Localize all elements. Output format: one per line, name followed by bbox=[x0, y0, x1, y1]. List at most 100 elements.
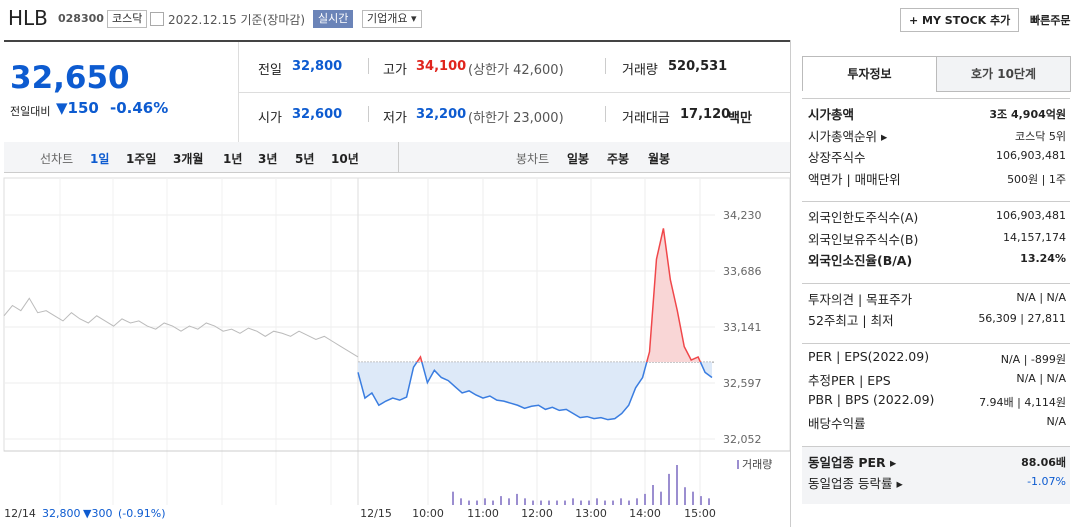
volume-bar bbox=[556, 500, 558, 505]
volume-bar bbox=[692, 491, 694, 505]
panel-label: 동일업종 등락률 ▸ bbox=[808, 476, 903, 491]
tab[interactable]: 10년 bbox=[331, 152, 359, 166]
panel-value: 500원 | 1주 bbox=[1007, 172, 1066, 186]
volume-bar bbox=[516, 493, 518, 505]
divider bbox=[398, 142, 399, 172]
quote-sub: (상한가 42,600) bbox=[468, 63, 564, 78]
tab[interactable]: 5년 bbox=[295, 152, 315, 166]
tab[interactable]: 1년 bbox=[223, 152, 243, 166]
volume-bar bbox=[524, 498, 526, 505]
line-above bbox=[416, 228, 702, 363]
panel-value: 코스닥 5위 bbox=[1015, 129, 1066, 143]
tab[interactable]: 1주일 bbox=[126, 152, 157, 166]
x-tick-label: 15:00 bbox=[684, 507, 716, 520]
volume-bar bbox=[500, 496, 502, 505]
panel-label: 외국인한도주식수(A) bbox=[808, 210, 919, 225]
y-tick-label: 34,230 bbox=[723, 209, 762, 222]
quote-label: 거래대금 bbox=[622, 111, 670, 126]
line-below bbox=[357, 362, 713, 421]
panel-label: 동일업종 PER ▸ bbox=[808, 454, 897, 470]
volume-bar bbox=[652, 485, 654, 505]
volume-bar bbox=[596, 498, 598, 505]
quote-unit: 백만 bbox=[728, 111, 752, 126]
volume-bar bbox=[548, 500, 550, 505]
date: 2022.12.15 기준(장마감) bbox=[168, 13, 306, 27]
volume-bar bbox=[508, 498, 510, 505]
volume-bar bbox=[452, 491, 454, 505]
quote-value: 17,120 bbox=[680, 107, 731, 122]
tab[interactable]: 3년 bbox=[258, 152, 278, 166]
panel-value: 14,157,174 bbox=[1003, 230, 1066, 244]
previous-line bbox=[3, 297, 359, 358]
current-price: 32,650 bbox=[10, 60, 130, 96]
volume-bar bbox=[676, 465, 678, 505]
y-tick-label: 32,052 bbox=[723, 433, 762, 446]
volume-bar bbox=[476, 500, 478, 505]
quote-value: 34,100 bbox=[416, 59, 467, 74]
x-tick-label: 12:00 bbox=[521, 507, 553, 520]
panel-group bbox=[802, 445, 1070, 504]
divider bbox=[239, 92, 790, 93]
change: ▼150 bbox=[56, 99, 99, 117]
volume-legend-swatch bbox=[737, 460, 739, 469]
panel-label: PBR | BPS (2022.09) bbox=[808, 391, 935, 407]
divider bbox=[238, 42, 239, 142]
volume-bar bbox=[684, 487, 686, 505]
chart: 34,230 33,686 33,141 32,597 32,052 12/14 12/15… bbox=[3, 177, 790, 520]
panel-value: N/A | -899원 bbox=[1000, 352, 1066, 366]
realtime[interactable]: 실시간 bbox=[313, 10, 354, 28]
volume-bar bbox=[540, 500, 542, 505]
volume-bar bbox=[492, 500, 494, 505]
volume-bar bbox=[636, 498, 638, 505]
divider bbox=[368, 106, 369, 122]
panel-tab[interactable]: 투자정보 bbox=[802, 56, 937, 91]
mystock-button[interactable]: + MY STOCK 추가 bbox=[900, 8, 1020, 32]
panel-value: N/A | N/A bbox=[1016, 290, 1066, 304]
panel-label: 상장주식수 bbox=[808, 150, 866, 165]
panel-group bbox=[802, 98, 1070, 199]
panel-value: -1.07% bbox=[1027, 475, 1066, 488]
change-label: 전일대비 bbox=[10, 105, 51, 118]
volume-bar bbox=[668, 473, 670, 505]
volume-bar bbox=[628, 500, 630, 505]
panel-tab[interactable]: 호가 10단계 bbox=[936, 56, 1071, 92]
volume-bar bbox=[708, 498, 710, 505]
tab[interactable]: 주봉 bbox=[607, 152, 630, 166]
panel-label: 추정PER | EPS bbox=[808, 373, 891, 388]
tab-label: 봉차트 bbox=[516, 152, 550, 166]
panel-label: 외국인소진율(B/A) bbox=[808, 253, 913, 268]
panel-value: 56,309 | 27,811 bbox=[978, 312, 1066, 325]
quote-value: 32,600 bbox=[292, 107, 343, 122]
volume-bar bbox=[660, 491, 662, 505]
volume-bar bbox=[460, 498, 462, 505]
panel-value: 7.94배 | 4,114원 bbox=[979, 395, 1066, 409]
volume-bar bbox=[644, 493, 646, 505]
panel-value: 106,903,481 bbox=[996, 149, 1066, 162]
tab[interactable]: 월봉 bbox=[648, 152, 671, 166]
quote-sub: (하한가 23,000) bbox=[468, 111, 564, 126]
volume-bar bbox=[572, 498, 574, 505]
tab[interactable]: 3개월 bbox=[173, 152, 204, 166]
volume-bar bbox=[588, 500, 590, 505]
quote-value: 32,800 bbox=[292, 59, 343, 74]
tab[interactable]: 일봉 bbox=[567, 152, 590, 166]
quote-value: 520,531 bbox=[668, 59, 728, 74]
overview[interactable]: 기업개요 ▾ bbox=[362, 10, 422, 28]
volume-bar bbox=[580, 500, 582, 505]
panel-label: 액면가 | 매매단위 bbox=[808, 171, 901, 187]
x-tick-label: 14:00 bbox=[629, 507, 661, 520]
tab-label: 선차트 bbox=[40, 152, 74, 166]
calendar-icon bbox=[150, 12, 164, 26]
quick-order[interactable]: 빠른주문 bbox=[1030, 14, 1071, 27]
prev-pct: (-0.91%) bbox=[118, 507, 166, 520]
panel-value: 13.24% bbox=[1020, 252, 1066, 265]
tab[interactable]: 1일 bbox=[90, 152, 110, 166]
quote-label: 고가 bbox=[383, 63, 407, 78]
divider bbox=[605, 58, 606, 74]
panel-value: 3조 4,904억원 bbox=[989, 108, 1066, 121]
x-tick-label: 10:00 bbox=[412, 507, 444, 520]
y-tick-label: 33,141 bbox=[723, 321, 762, 334]
panel-group bbox=[802, 342, 1070, 444]
volume-bar bbox=[612, 500, 614, 505]
